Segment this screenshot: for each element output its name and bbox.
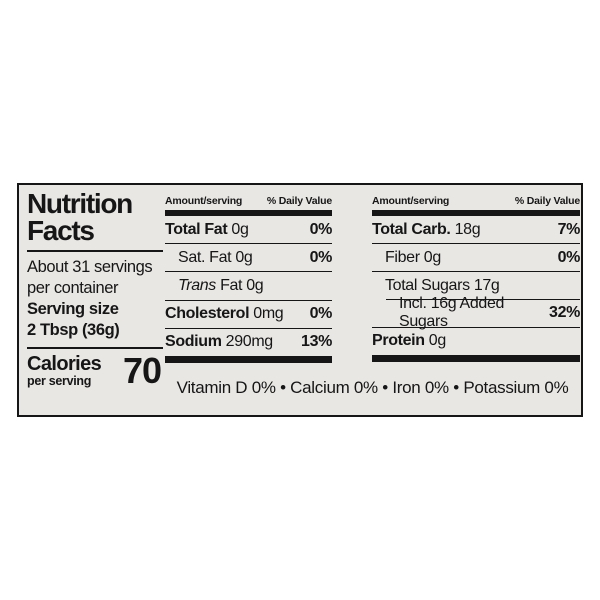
row-label: Total Fat 0g	[165, 220, 249, 238]
row-daily-value: 0%	[309, 220, 333, 238]
row-sat-fat: Sat. Fat 0g 0%	[165, 244, 333, 273]
calories-row: Calories per serving 70	[27, 350, 163, 391]
row-label: Total Sugars 17g	[385, 276, 500, 294]
calories-label: Calories	[27, 353, 102, 375]
daily-value-header: % Daily Value	[514, 195, 580, 207]
row-daily-value: 0%	[557, 248, 581, 266]
daily-value-header: % Daily Value	[266, 195, 332, 207]
row-label: Sat. Fat 0g	[178, 248, 253, 266]
row-daily-value: 0%	[309, 248, 333, 266]
row-daily-value: 13%	[301, 333, 332, 351]
label-right-column: Amount/serving % Daily Value Total Carb.…	[372, 192, 580, 362]
amount-serving-header: Amount/serving	[372, 195, 450, 207]
title-line-2: Facts	[27, 215, 95, 246]
row-label: Incl. 16g Added Sugars	[399, 295, 505, 331]
nutrition-facts-label: Nutrition Facts About 31 servings per co…	[17, 183, 583, 417]
nutrition-facts-title: Nutrition Facts	[27, 188, 163, 246]
thick-bar	[165, 356, 332, 363]
calories-sublabel: per serving	[27, 374, 92, 388]
row-added-sugars: Incl. 16g Added Sugars 32%	[372, 295, 580, 330]
row-cholesterol: Cholesterol 0mg 0%	[165, 301, 332, 329]
label-left-column: Nutrition Facts About 31 servings per co…	[27, 188, 163, 391]
calories-label-group: Calories per serving	[27, 353, 102, 388]
serving-size-label: Serving size	[27, 300, 119, 318]
servings-per-container: About 31 servings per container	[27, 257, 163, 299]
calories-divider	[27, 347, 163, 349]
calories-value: 70	[122, 350, 162, 391]
right-column-header: Amount/serving % Daily Value	[372, 192, 580, 210]
row-label: Total Carb. 18g	[372, 220, 481, 238]
row-daily-value: 32%	[549, 304, 580, 322]
row-daily-value: 0%	[309, 305, 333, 323]
middle-column-header: Amount/serving % Daily Value	[165, 192, 332, 210]
serving-size: Serving size 2 Tbsp (36g)	[27, 299, 163, 341]
label-middle-column: Amount/serving % Daily Value Total Fat 0…	[165, 192, 332, 363]
thick-bar	[372, 355, 580, 362]
row-label: Cholesterol 0mg	[165, 305, 284, 323]
amount-serving-header: Amount/serving	[165, 195, 243, 207]
servings-line-1: About 31 servings	[27, 258, 153, 276]
row-total-carb: Total Carb. 18g 7%	[372, 216, 581, 245]
thick-bar	[372, 210, 580, 216]
serving-size-value: 2 Tbsp (36g)	[27, 321, 120, 339]
row-label: Protein 0g	[372, 332, 446, 350]
micronutrients-footer: Vitamin D 0% • Calcium 0% • Iron 0% • Po…	[176, 378, 569, 397]
row-protein: Protein 0g	[372, 328, 580, 356]
title-line-1: Nutrition	[27, 188, 133, 219]
row-fiber: Fiber 0g 0%	[372, 244, 581, 273]
row-total-fat: Total Fat 0g 0%	[165, 216, 333, 245]
row-total-sugars: Total Sugars 17g	[372, 272, 580, 300]
row-trans-fat: Trans Fat 0g	[165, 272, 332, 301]
title-divider	[27, 250, 163, 252]
row-label: Sodium 290mg	[165, 333, 273, 351]
row-label: Fiber 0g	[385, 248, 441, 266]
servings-line-2: per container	[27, 279, 119, 297]
row-label: Trans Fat 0g	[178, 276, 264, 294]
row-sodium: Sodium 290mg 13%	[165, 329, 332, 357]
thick-bar	[165, 210, 332, 216]
row-daily-value: 7%	[557, 220, 581, 238]
